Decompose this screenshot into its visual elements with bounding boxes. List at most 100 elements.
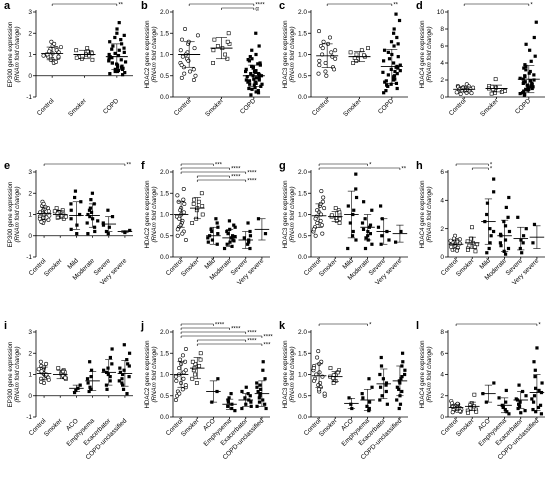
- data-point: [119, 38, 123, 42]
- significance-label: *: [369, 323, 372, 329]
- data-point: [381, 377, 385, 381]
- data-point: [210, 238, 215, 242]
- y-axis-label: EP300 gene expression: [7, 21, 14, 87]
- data-point: [182, 71, 187, 76]
- data-point: [41, 215, 46, 220]
- data-point: [223, 52, 227, 57]
- data-point: [212, 37, 217, 42]
- data-point: [368, 223, 373, 227]
- data-point: [180, 353, 185, 358]
- data-point: [523, 63, 527, 67]
- y-tick-label: 4: [440, 372, 444, 379]
- data-point: [394, 12, 398, 16]
- data-point: [128, 228, 132, 233]
- data-point: [350, 234, 355, 238]
- data-point: [466, 410, 470, 415]
- data-point: [455, 248, 460, 253]
- data-point: [490, 84, 495, 89]
- data-point: [492, 190, 496, 194]
- data-point: [382, 48, 387, 52]
- data-point: [113, 69, 117, 74]
- data-point: [248, 229, 252, 234]
- data-point: [59, 213, 64, 218]
- data-point: [106, 366, 110, 370]
- plot-h: HDAC4 gene expression (RNAm fold change) 0…: [419, 163, 545, 287]
- data-point: [389, 40, 394, 44]
- data-point: [365, 404, 369, 408]
- data-point: [348, 50, 353, 55]
- data-point: [61, 369, 65, 374]
- x-category-label: Control: [36, 97, 56, 117]
- y-tick-label: 8: [440, 329, 444, 336]
- data-point: [360, 221, 365, 225]
- data-point: [86, 212, 90, 217]
- data-point: [193, 73, 198, 78]
- y-tick-label: 0.5: [298, 393, 307, 400]
- plot-i: EP300 gene expression (RNAm fold change) -…: [7, 329, 133, 461]
- significance-label: *: [369, 163, 372, 169]
- y-tick-label: 3: [28, 329, 32, 336]
- data-point: [127, 364, 131, 368]
- data-point: [186, 58, 191, 63]
- data-point: [540, 381, 544, 385]
- data-point: [69, 208, 73, 212]
- data-point: [249, 93, 253, 97]
- data-point: [457, 237, 462, 242]
- data-point: [47, 49, 52, 54]
- data-point: [196, 199, 201, 204]
- data-point: [108, 72, 112, 76]
- data-point: [450, 410, 455, 415]
- data-point: [524, 87, 528, 91]
- data-point: [249, 404, 253, 408]
- data-point: [69, 217, 73, 221]
- data-point: [393, 69, 397, 74]
- data-point: [115, 31, 119, 35]
- data-point: [183, 26, 188, 31]
- data-point: [522, 89, 526, 93]
- data-point: [403, 372, 407, 377]
- data-point: [206, 240, 210, 244]
- y-tick-label: 4: [440, 198, 444, 205]
- data-point: [320, 231, 325, 236]
- data-point: [101, 223, 106, 227]
- data-point: [195, 33, 200, 38]
- data-point: [52, 41, 57, 46]
- x-category-label: Smoker: [43, 417, 64, 438]
- data-point: [55, 211, 60, 216]
- data-point: [89, 387, 93, 391]
- data-point: [222, 246, 227, 251]
- panel-h: HDAC4 gene expression (RNAm fold change) 0…: [412, 160, 549, 320]
- data-point: [69, 227, 73, 231]
- data-point: [507, 195, 511, 200]
- significance-label: ****: [231, 327, 241, 333]
- data-point: [110, 362, 114, 366]
- data-point: [518, 400, 522, 404]
- data-point: [178, 208, 183, 213]
- data-point: [78, 383, 82, 387]
- y-tick-label: 1.5: [298, 30, 307, 37]
- data-point: [86, 381, 90, 385]
- data-point: [398, 69, 402, 73]
- data-point: [101, 221, 105, 225]
- data-point: [226, 31, 231, 36]
- data-point: [384, 79, 388, 83]
- y-tick-label: 2: [28, 350, 32, 357]
- data-point: [524, 64, 528, 68]
- data-point: [258, 63, 262, 67]
- data-point: [210, 229, 214, 234]
- data-point: [242, 236, 246, 240]
- data-point: [49, 39, 54, 44]
- data-point: [505, 410, 509, 414]
- data-point: [225, 39, 230, 44]
- y-tick-label: 0.0: [298, 94, 307, 101]
- data-point: [498, 241, 503, 245]
- data-point: [257, 44, 261, 48]
- data-point: [250, 48, 254, 52]
- data-point: [360, 392, 364, 396]
- data-point: [457, 241, 462, 246]
- data-point: [485, 212, 489, 217]
- data-point: [318, 218, 323, 223]
- data-point: [252, 83, 256, 87]
- significance-label: *: [490, 163, 493, 169]
- data-point: [56, 54, 61, 59]
